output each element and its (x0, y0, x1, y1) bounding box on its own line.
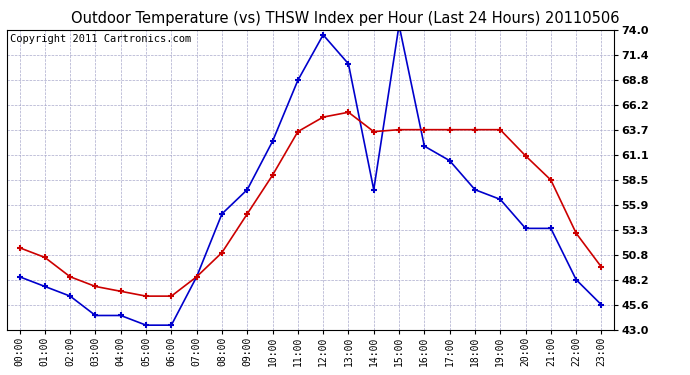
Text: Outdoor Temperature (vs) THSW Index per Hour (Last 24 Hours) 20110506: Outdoor Temperature (vs) THSW Index per … (71, 11, 619, 26)
Text: Copyright 2011 Cartronics.com: Copyright 2011 Cartronics.com (10, 34, 191, 45)
